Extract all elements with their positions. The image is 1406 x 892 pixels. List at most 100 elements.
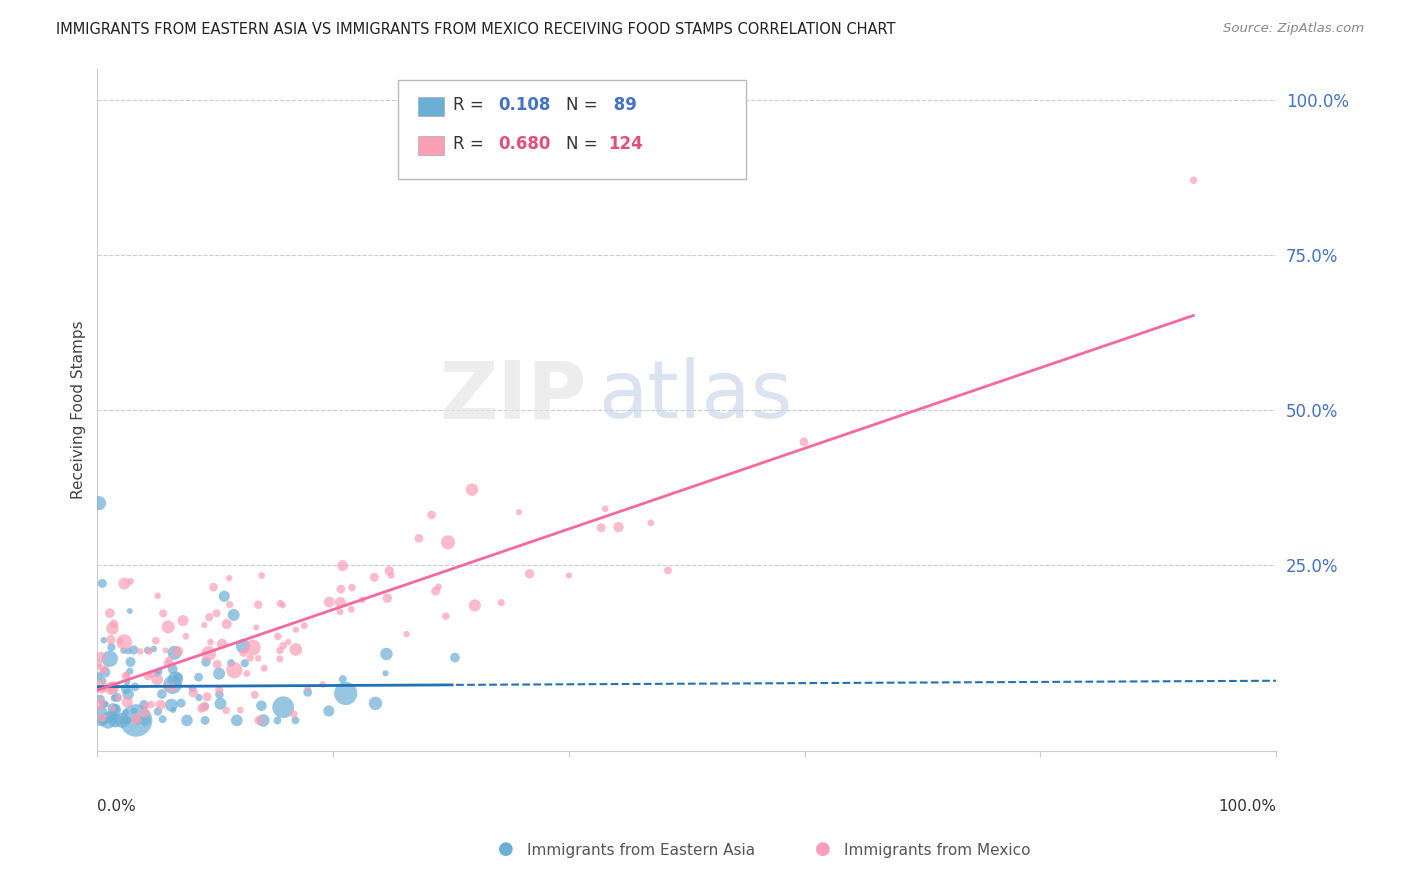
Point: [117, 644, 139, 658]
Point: [146, 666, 169, 681]
Point: [464, 599, 486, 613]
Point: [205, 607, 228, 621]
Point: [89, 692, 111, 706]
Point: [252, 714, 274, 728]
Point: [172, 614, 194, 628]
Text: N =: N =: [567, 96, 603, 114]
Point: [100, 632, 122, 647]
Text: 124: 124: [607, 135, 643, 153]
Point: [150, 687, 173, 701]
Point: [1182, 173, 1205, 187]
Point: [187, 690, 209, 705]
Point: [163, 646, 186, 660]
Point: [269, 643, 291, 657]
Point: [607, 520, 630, 534]
Point: [146, 589, 169, 603]
Point: [162, 678, 184, 692]
Point: [128, 714, 150, 728]
Point: [87, 669, 110, 683]
Point: [94, 660, 117, 674]
Point: [112, 635, 135, 649]
Point: [253, 661, 276, 675]
Point: [155, 643, 177, 657]
Point: [98, 606, 121, 620]
Point: [103, 616, 125, 631]
Point: [134, 706, 156, 720]
Point: [444, 650, 467, 665]
Point: [269, 652, 291, 666]
Point: [292, 618, 315, 632]
Point: [100, 681, 122, 696]
Point: [87, 496, 110, 510]
Point: [374, 666, 396, 681]
Point: [271, 599, 294, 613]
Point: [640, 516, 662, 530]
Point: [218, 598, 240, 612]
Point: [111, 714, 134, 728]
Point: [104, 704, 127, 718]
Point: [91, 714, 114, 728]
Point: [167, 644, 190, 658]
Point: [139, 667, 162, 681]
Point: [190, 701, 212, 715]
Point: [139, 698, 162, 712]
Point: [212, 589, 235, 603]
Point: [118, 604, 141, 618]
Point: [160, 680, 183, 694]
Point: [793, 434, 815, 449]
Point: [236, 666, 259, 681]
Point: [193, 699, 215, 714]
Point: [219, 656, 242, 670]
Point: [91, 673, 114, 688]
Point: [434, 609, 457, 624]
Point: [208, 666, 231, 681]
Point: [104, 701, 127, 715]
Point: [93, 633, 115, 648]
Point: [197, 647, 219, 661]
Point: [90, 680, 112, 694]
Point: [155, 680, 177, 694]
Point: [89, 660, 111, 674]
Point: [125, 714, 148, 728]
Point: [125, 710, 148, 724]
Text: IMMIGRANTS FROM EASTERN ASIA VS IMMIGRANTS FROM MEXICO RECEIVING FOOD STAMPS COR: IMMIGRANTS FROM EASTERN ASIA VS IMMIGRAN…: [56, 22, 896, 37]
Point: [165, 672, 187, 686]
Point: [352, 593, 374, 607]
Point: [395, 627, 418, 641]
Point: [132, 698, 155, 712]
Point: [269, 596, 291, 610]
Point: [114, 706, 136, 720]
Point: [437, 535, 460, 549]
Point: [425, 584, 447, 599]
Point: [146, 673, 169, 687]
Point: [152, 712, 174, 726]
Point: [375, 591, 398, 606]
Point: [239, 651, 262, 665]
Point: [215, 617, 238, 632]
Point: [91, 576, 114, 591]
Point: [100, 640, 122, 655]
Point: [112, 576, 135, 591]
Point: [104, 714, 127, 728]
Point: [174, 629, 197, 643]
Point: [297, 685, 319, 699]
Point: [148, 665, 170, 679]
Point: [266, 714, 288, 728]
Point: [209, 697, 232, 711]
Point: [136, 669, 159, 683]
Point: [176, 714, 198, 728]
Point: [311, 677, 333, 691]
Point: [232, 646, 254, 660]
Text: Immigrants from Eastern Asia: Immigrants from Eastern Asia: [527, 843, 755, 858]
Point: [284, 642, 307, 657]
Point: [117, 675, 139, 690]
Point: [218, 571, 240, 585]
Point: [215, 703, 238, 717]
Point: [208, 688, 231, 702]
Point: [340, 581, 363, 595]
Text: ●: ●: [498, 840, 515, 858]
Text: 0.0%: 0.0%: [97, 799, 136, 814]
Point: [135, 698, 157, 713]
Point: [284, 623, 307, 637]
Point: [122, 704, 145, 718]
